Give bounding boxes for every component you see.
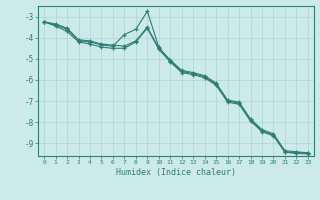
X-axis label: Humidex (Indice chaleur): Humidex (Indice chaleur) bbox=[116, 168, 236, 177]
